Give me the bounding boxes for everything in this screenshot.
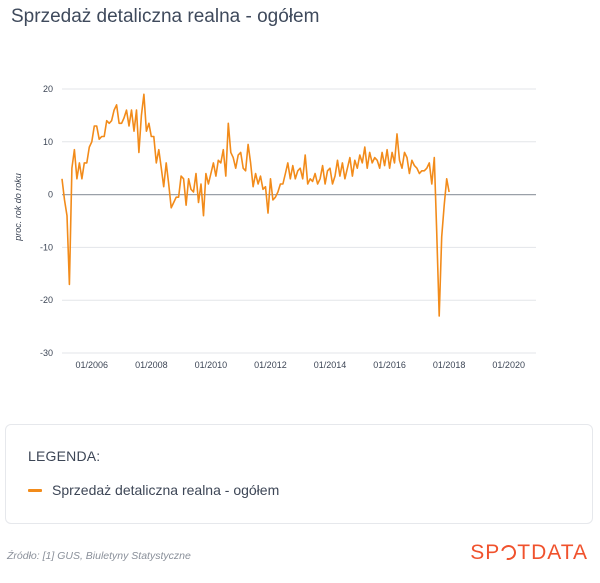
y-tick-label: 0 — [48, 190, 53, 200]
y-tick-label: -20 — [40, 295, 53, 305]
y-axis-label: proc. rok do roku — [13, 173, 23, 242]
legend-heading: LEGENDA: — [28, 448, 101, 464]
page-title: Sprzedaż detaliczna realna - ogółem — [11, 6, 320, 27]
y-tick-label: 20 — [43, 84, 53, 94]
x-tick-label: 01/2014 — [314, 360, 347, 370]
series-line — [61, 93, 450, 317]
line-chart: -30 -20 -10 0 10 20 01/2006 01/2008 01/2010 01/2… — [13, 84, 536, 370]
legend: LEGENDA: Sprzedaż detaliczna realna - og… — [5, 424, 593, 524]
brand-right: TDATA — [517, 541, 588, 564]
y-tick-label: -10 — [40, 242, 53, 252]
source-note: Źródło: [1] GUS, Biuletyny Statystyczne — [7, 550, 191, 562]
x-tick-label: 01/2008 — [135, 360, 168, 370]
brand-o-mark — [498, 542, 520, 563]
x-tick-label: 01/2010 — [195, 360, 228, 370]
x-tick-label: 01/2012 — [254, 360, 287, 370]
x-tick-label: 01/2020 — [492, 360, 525, 370]
legend-swatch — [28, 488, 42, 492]
legend-item-label: Sprzedaż detaliczna realna - ogółem — [52, 482, 280, 498]
y-tick-label: 10 — [43, 137, 53, 147]
brand-left: SP — [470, 541, 501, 564]
brand-logo: SP TDATA — [470, 541, 588, 565]
x-tick-label: 01/2006 — [76, 360, 109, 370]
y-tick-label: -30 — [40, 348, 53, 358]
x-tick-label: 01/2016 — [373, 360, 406, 370]
legend-item[interactable]: Sprzedaż detaliczna realna - ogółem — [28, 482, 279, 498]
x-tick-label: 01/2018 — [433, 360, 466, 370]
